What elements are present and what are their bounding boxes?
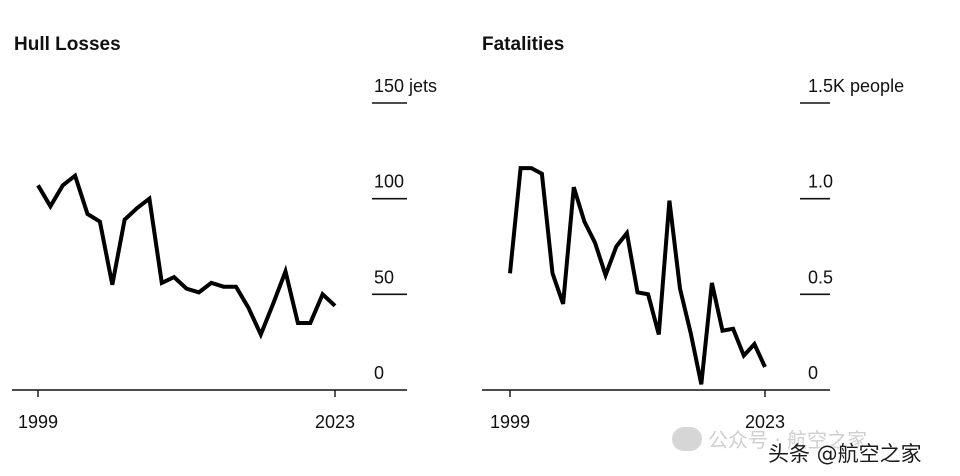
- y-tick-label: 150 jets: [374, 76, 437, 96]
- y-tick-label: 1.5K people: [808, 76, 904, 96]
- y-tick-label: 0: [808, 363, 818, 383]
- y-tick-label: 1.0: [808, 172, 833, 192]
- watermark-toutiao: 头条 @航空之家: [768, 442, 922, 466]
- y-tick-label: 100: [374, 172, 404, 192]
- fatalities-chart: Fatalities 0 0.5 1.0 1.5K people 1999 2023: [482, 34, 904, 432]
- series-line: [36, 172, 337, 340]
- series-line: [508, 166, 767, 385]
- watermark-wechat-text: 公众号 · 航空之家: [708, 428, 868, 452]
- y-tick-label: 0.5: [808, 267, 833, 287]
- chart-title: Hull Losses: [14, 34, 121, 55]
- watermark-wechat: 公众号 · 航空之家: [672, 424, 867, 453]
- x-tick-label: 2023: [745, 412, 785, 432]
- hull-losses-chart: Hull Losses 0 50 100 150 jets 1999 2023: [12, 34, 437, 432]
- chart-title: Fatalities: [482, 34, 564, 55]
- x-tick-label: 1999: [18, 412, 58, 432]
- wechat-icon: [672, 426, 702, 451]
- y-tick-label: 0: [374, 363, 384, 383]
- y-tick-label: 50: [374, 267, 394, 287]
- x-tick-label: 1999: [490, 412, 530, 432]
- x-tick-label: 2023: [315, 412, 355, 432]
